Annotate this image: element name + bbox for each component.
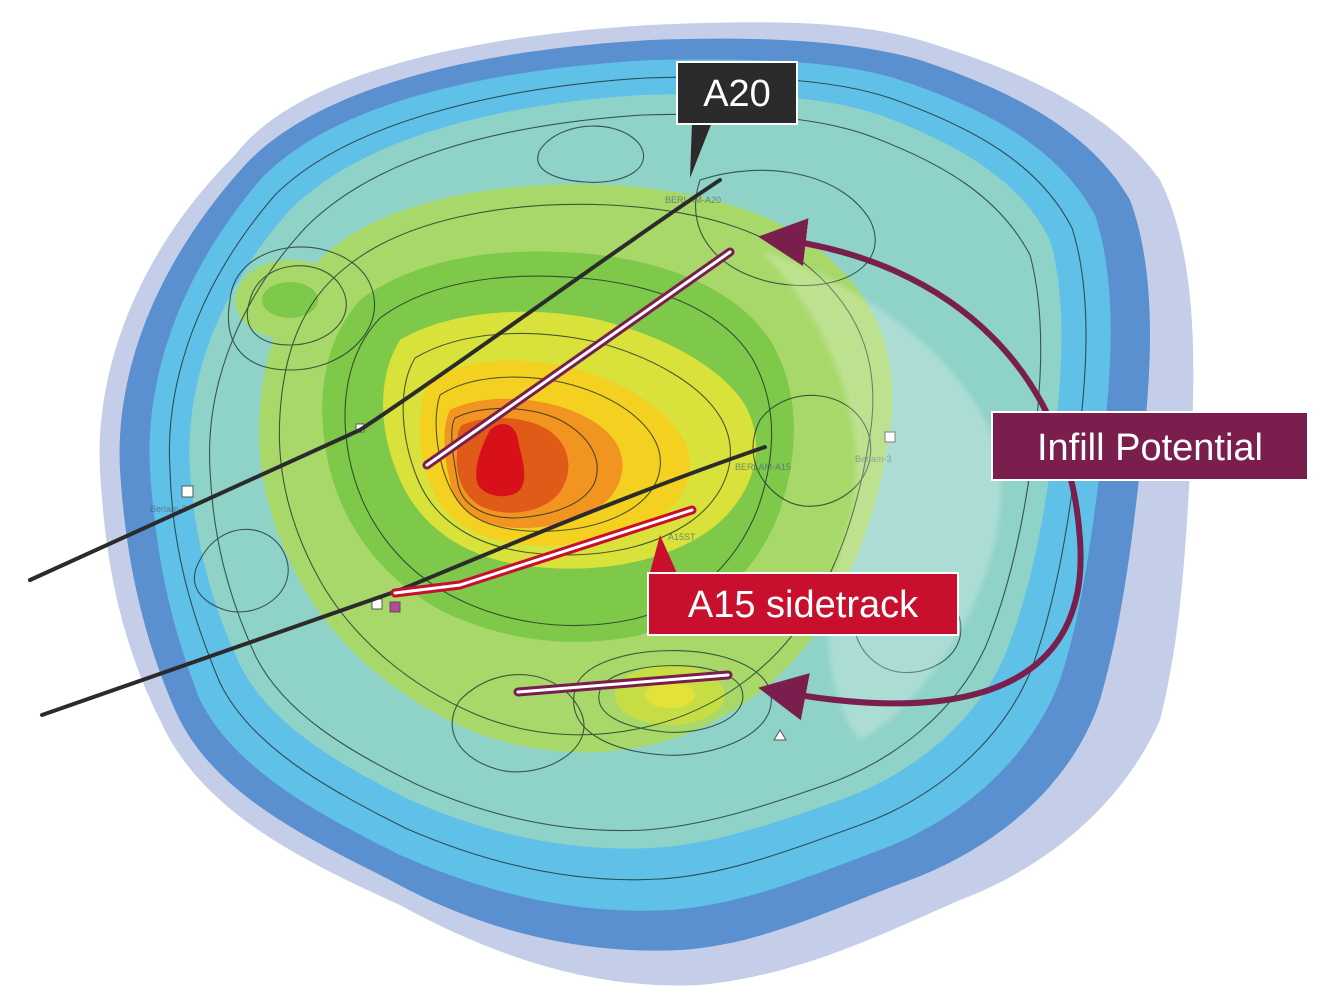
well-marker-triangle [773,729,787,741]
a15-sidetrack-path [390,505,697,598]
well-marker-berlam2 [181,485,194,498]
map-red-core [476,424,525,497]
callout-a20-label: A20 [703,73,771,115]
label-well-a15: BERLAM-A15 [735,462,791,472]
well-trajectory-a20 [28,178,722,582]
map-south-high-inner [645,682,695,708]
well-marker-a15-pad [389,601,401,613]
infill-arrow-lower [758,537,1084,721]
callout-infill-potential: Infill Potential [991,411,1309,481]
callout-a20: A20 [676,61,798,178]
label-berlam2: Berlam-2 [150,504,187,514]
callout-a15-label: A15 sidetrack [688,584,919,626]
callout-a15-sidetrack: A15 sidetrack [647,535,959,636]
callout-infill-label: Infill Potential [1037,427,1263,469]
well-trajectories [28,178,767,717]
well-trajectory-a15 [40,445,767,717]
map-west-high-inner [262,282,318,318]
label-well-a15st: A15ST [668,532,696,542]
infill-well-segments [422,247,735,697]
